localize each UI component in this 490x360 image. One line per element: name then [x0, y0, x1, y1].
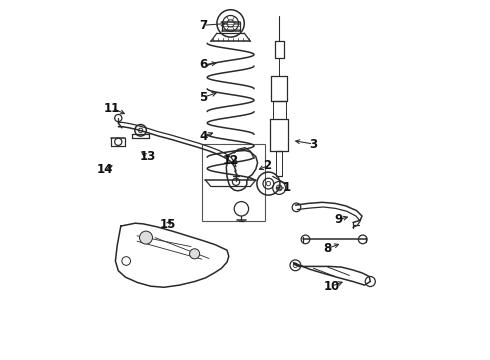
- Text: 4: 4: [199, 130, 208, 143]
- Text: 14: 14: [97, 163, 113, 176]
- Text: 13: 13: [140, 150, 156, 163]
- Text: 6: 6: [199, 58, 208, 71]
- Text: 1: 1: [282, 181, 291, 194]
- Text: 11: 11: [104, 102, 120, 114]
- Text: 3: 3: [309, 138, 318, 150]
- Text: 15: 15: [159, 219, 176, 231]
- Circle shape: [190, 249, 199, 259]
- Text: 12: 12: [222, 154, 239, 167]
- Text: 8: 8: [324, 242, 332, 255]
- Text: 2: 2: [264, 159, 272, 172]
- Bar: [202, 144, 265, 221]
- Text: 9: 9: [335, 213, 343, 226]
- Circle shape: [140, 231, 152, 244]
- Text: 10: 10: [323, 280, 340, 293]
- Text: 5: 5: [199, 91, 208, 104]
- Text: 7: 7: [199, 19, 208, 32]
